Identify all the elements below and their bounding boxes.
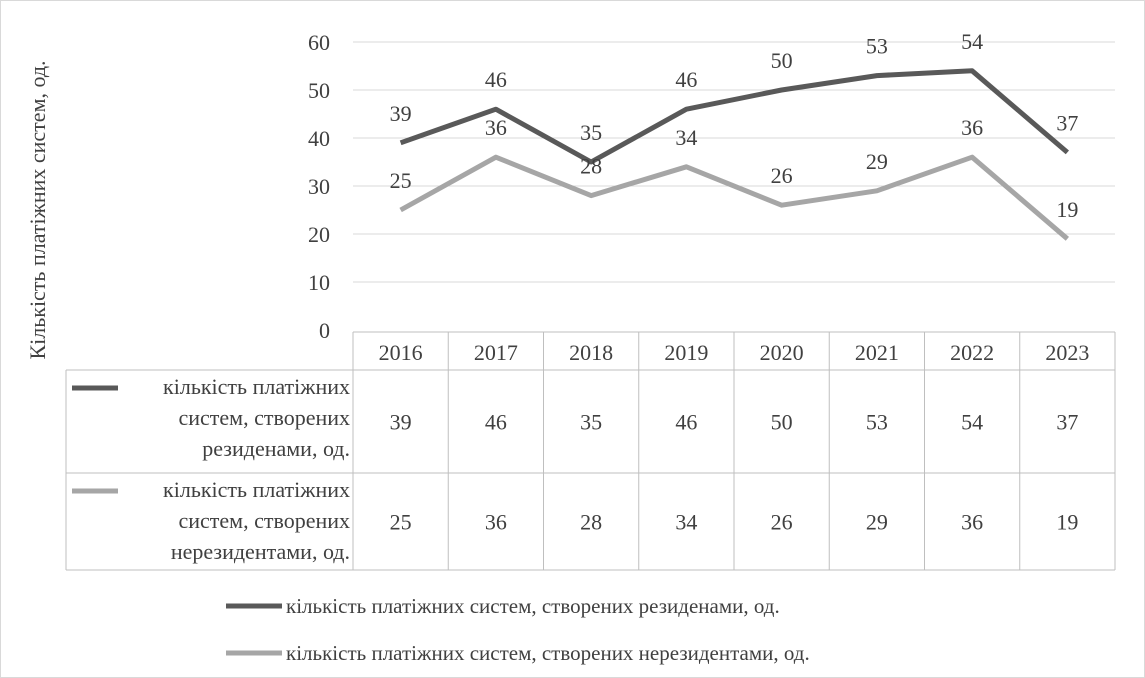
table-cell-value: 36 — [485, 510, 507, 535]
table-cell-value: 19 — [1056, 510, 1078, 535]
table-cell-value: 26 — [771, 510, 793, 535]
y-tick-label: 30 — [308, 174, 330, 199]
x-tick-label: 2023 — [1045, 340, 1089, 365]
data-table: 2016 2017 2018 2019 2020 2021 2022 2023 кількіст… — [65, 331, 1116, 571]
x-tick-label: 2022 — [950, 340, 994, 365]
table-cell-value: 28 — [580, 510, 602, 535]
y-tick-label: 0 — [319, 318, 330, 343]
table-cell-value: 29 — [866, 510, 888, 535]
data-label: 29 — [866, 149, 888, 174]
data-label: 28 — [580, 154, 602, 179]
table-cell-value: 50 — [771, 410, 793, 435]
table-cell-value: 53 — [866, 410, 888, 435]
data-label: 37 — [1056, 110, 1078, 135]
table-row-label: систем, створених — [178, 508, 350, 533]
series-lines — [399, 68, 1070, 241]
legend: кількість платіжних систем, створених ре… — [226, 594, 810, 665]
data-label: 39 — [390, 101, 412, 126]
table-row-label: резиденами, од. — [202, 436, 350, 461]
y-tick-label: 10 — [308, 270, 330, 295]
series-line — [399, 68, 1070, 165]
table-cell-value: 54 — [961, 410, 983, 435]
table-cell-value: 36 — [961, 510, 983, 535]
legend-entry: кількість платіжних систем, створених не… — [286, 641, 810, 665]
data-label: 36 — [961, 115, 983, 140]
x-tick-label: 2020 — [760, 340, 804, 365]
y-tick-label: 60 — [308, 30, 330, 55]
data-labels: 39 46 35 46 50 53 54 37 25 36 28 34 26 29 36 19 — [390, 29, 1079, 222]
data-label: 50 — [771, 48, 793, 73]
y-axis-ticks: 0 10 20 30 40 50 60 — [308, 30, 330, 343]
data-label: 34 — [675, 125, 697, 150]
x-tick-label: 2016 — [379, 340, 423, 365]
table-cell-value: 37 — [1056, 410, 1078, 435]
data-label: 46 — [675, 67, 697, 92]
legend-entry: кількість платіжних систем, створених ре… — [286, 594, 780, 618]
x-tick-label: 2018 — [569, 340, 613, 365]
data-label: 19 — [1056, 197, 1078, 222]
x-tick-label: 2019 — [664, 340, 708, 365]
data-label: 46 — [485, 67, 507, 92]
y-tick-label: 20 — [308, 222, 330, 247]
table-cell-value: 46 — [485, 410, 507, 435]
y-tick-label: 50 — [308, 78, 330, 103]
data-label: 25 — [390, 168, 412, 193]
table-cell-value: 39 — [390, 410, 412, 435]
data-label: 36 — [485, 115, 507, 140]
table-row-label: систем, створених — [178, 405, 350, 430]
series-line — [399, 154, 1070, 241]
table-cell-value: 25 — [390, 510, 412, 535]
data-label: 35 — [580, 120, 602, 145]
y-tick-label: 40 — [308, 126, 330, 151]
table-cell-value: 46 — [675, 410, 697, 435]
table-row-label: кількість платіжних — [163, 374, 350, 399]
data-label: 54 — [961, 29, 983, 54]
y-axis-label: Кількість платіжних систем, од. — [25, 60, 50, 359]
data-label: 53 — [866, 34, 888, 59]
data-label: 26 — [771, 163, 793, 188]
table-cell-value: 34 — [675, 510, 697, 535]
table-cell-value: 35 — [580, 410, 602, 435]
table-row-label: кількість платіжних — [163, 477, 350, 502]
table-row-label: нерезидентами, од. — [171, 539, 350, 564]
x-tick-label: 2021 — [855, 340, 899, 365]
x-tick-label: 2017 — [474, 340, 518, 365]
